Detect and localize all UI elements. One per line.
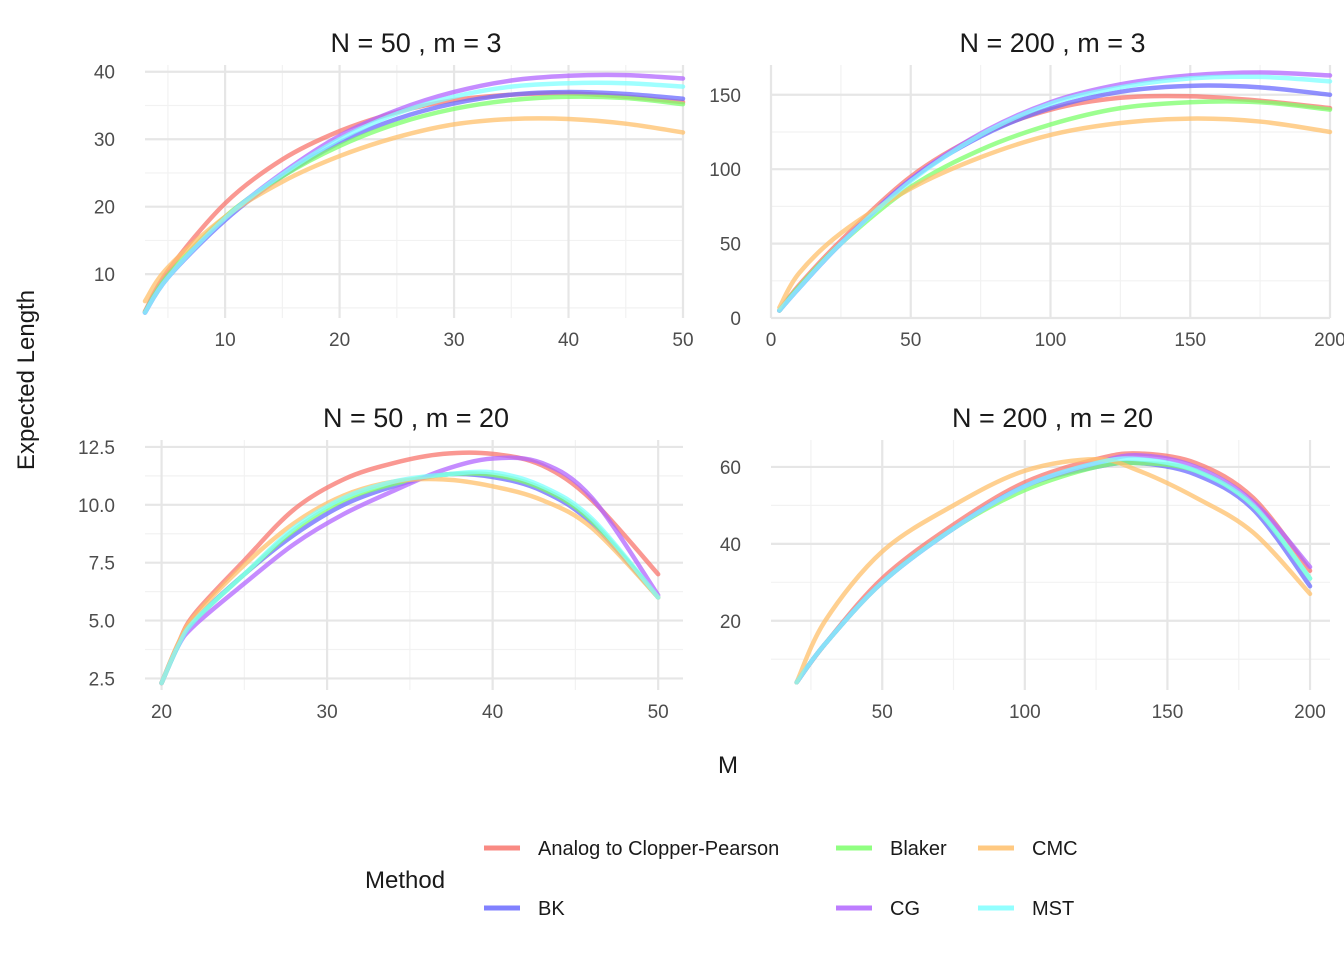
legend-label: Analog to Clopper-Pearson <box>538 838 779 860</box>
y-tick-label: 40 <box>94 63 115 84</box>
x-tick-label: 20 <box>329 330 350 351</box>
panel-title: N = 50 , m = 3 <box>330 28 501 58</box>
series-line-mst <box>159 469 661 686</box>
x-tick-label: 150 <box>1174 330 1206 351</box>
panel-3: 20 30 40 50 2.5 5.0 7.5 10.0 12.5 N = 50 , m = 20 <box>78 403 683 723</box>
x-tick-label: 150 <box>1152 702 1184 723</box>
x-tick-label: 50 <box>672 330 693 351</box>
y-tick-label: 10 <box>94 265 115 286</box>
panel-4: 50 100 150 200 20 40 60 N = 200 , m = 20 <box>720 403 1330 723</box>
y-tick-label: 20 <box>94 198 115 219</box>
series-line-cmc <box>777 116 1333 310</box>
series-line-bk <box>794 460 1313 685</box>
x-tick-label: 200 <box>1294 702 1326 723</box>
series-line-cmc <box>794 456 1313 685</box>
series-line-cmc <box>142 116 686 304</box>
legend-item: CG <box>836 898 920 920</box>
panel-1: 10 20 30 40 50 10 20 30 40 N = 50 , m = 3 <box>94 28 694 351</box>
y-tick-label: 10.0 <box>78 496 115 517</box>
y-tick-label: 50 <box>720 235 741 256</box>
panel-2: 0 50 100 150 200 0 50 100 150 N = 200 , m = 3 <box>709 28 1344 351</box>
y-tick-label: 60 <box>720 458 741 479</box>
x-tick-label: 40 <box>558 330 579 351</box>
x-tick-label: 200 <box>1314 330 1344 351</box>
panel-title: N = 50 , m = 20 <box>323 403 509 433</box>
y-tick-label: 150 <box>709 86 741 107</box>
x-tick-label: 30 <box>317 702 338 723</box>
y-axis-title: Expected Length <box>13 290 40 470</box>
series-line-mst <box>142 80 686 315</box>
panel-title: N = 200 , m = 20 <box>952 403 1153 433</box>
legend: Method Analog to Clopper-Pearson BK Blaker… <box>365 838 1078 920</box>
series-line-cg <box>159 455 661 686</box>
x-tick-label: 100 <box>1009 702 1041 723</box>
legend-title: Method <box>365 867 445 894</box>
x-tick-label: 30 <box>443 330 464 351</box>
series-line-mst <box>777 74 1333 313</box>
legend-item: Analog to Clopper-Pearson <box>484 838 779 860</box>
legend-item: Blaker <box>836 838 947 860</box>
y-tick-label: 12.5 <box>78 438 115 459</box>
series-line-analog-to-clopper-pearson <box>777 93 1333 313</box>
legend-label: CMC <box>1032 838 1078 860</box>
y-tick-label: 5.0 <box>89 612 115 633</box>
x-tick-label: 40 <box>482 702 503 723</box>
y-tick-label: 40 <box>720 535 741 556</box>
x-tick-label: 50 <box>900 330 921 351</box>
panel-title: N = 200 , m = 3 <box>959 28 1145 58</box>
legend-label: BK <box>538 898 565 920</box>
y-tick-label: 0 <box>730 309 741 330</box>
x-tick-label: 50 <box>648 702 669 723</box>
x-tick-label: 50 <box>872 702 893 723</box>
x-tick-label: 20 <box>151 702 172 723</box>
legend-label: Blaker <box>890 838 947 860</box>
legend-label: CG <box>890 898 920 920</box>
legend-item: CMC <box>978 838 1078 860</box>
series-line-mst <box>794 456 1313 685</box>
legend-item: MST <box>978 898 1074 920</box>
y-tick-label: 7.5 <box>89 554 115 575</box>
x-tick-label: 100 <box>1035 330 1067 351</box>
y-tick-label: 100 <box>709 160 741 181</box>
y-tick-label: 30 <box>94 130 115 151</box>
x-axis-title: M <box>718 752 738 779</box>
x-tick-label: 0 <box>766 330 777 351</box>
y-tick-label: 2.5 <box>89 669 115 690</box>
panels: 10 20 30 40 50 10 20 30 40 N = 50 , m = 3 0 50 100 15… <box>78 28 1344 723</box>
legend-label: MST <box>1032 898 1074 920</box>
y-tick-label: 20 <box>720 612 741 633</box>
x-tick-label: 10 <box>215 330 236 351</box>
legend-item: BK <box>484 898 565 920</box>
